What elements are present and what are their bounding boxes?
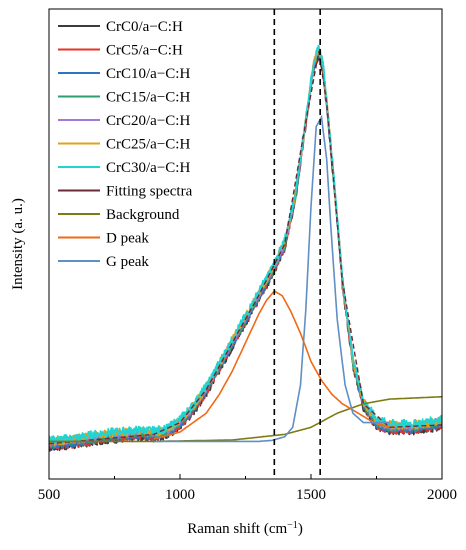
legend-label-1: CrC5/a−C:H <box>106 43 183 59</box>
y-axis-title: Intensity (a. u.) <box>10 198 26 290</box>
x-tick-label-1: 1000 <box>165 487 195 503</box>
x-tick-label-0: 500 <box>38 487 61 503</box>
legend-label-2: CrC10/a−C:H <box>106 66 190 82</box>
spectrum-line-4 <box>49 46 442 447</box>
legend-label-3: CrC15/a−C:H <box>106 90 190 106</box>
spectrum-line-5 <box>49 48 442 446</box>
spectrum-line-2 <box>49 50 442 450</box>
x-tick-label-3: 2000 <box>427 487 457 503</box>
legend-label-7: Fitting spectra <box>106 184 193 200</box>
fit-line-1 <box>49 396 442 443</box>
spectrum-line-6 <box>49 44 442 445</box>
legend-label-8: Background <box>106 207 180 223</box>
x-tick-label-2: 1500 <box>296 487 326 503</box>
legend-label-0: CrC0/a−C:H <box>106 19 183 35</box>
spectrum-line-3 <box>49 47 442 449</box>
legend-label-5: CrC25/a−C:H <box>106 137 190 153</box>
legend-label-10: G peak <box>106 254 149 270</box>
x-axis-title: Raman shift (cm−1) <box>187 520 303 538</box>
fit-line-2 <box>153 289 390 440</box>
legend: CrC0/a−C:H CrC5/a−C:H CrC10/a−C:H CrC15/a−C… <box>58 19 193 270</box>
fit-line-3 <box>153 114 390 443</box>
legend-label-9: D peak <box>106 231 149 247</box>
legend-label-4: CrC20/a−C:H <box>106 113 190 129</box>
fit-line-0 <box>49 51 442 445</box>
legend-label-6: CrC30/a−C:H <box>106 160 190 176</box>
